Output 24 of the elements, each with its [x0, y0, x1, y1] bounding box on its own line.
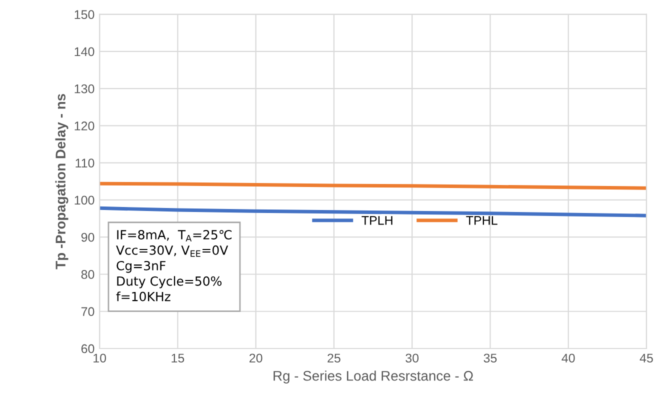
legend-label: TPLH	[362, 216, 392, 225]
text: IF=8mA, T$_{A}$=25℃ Vcc=30V, V$_{EE}$=0V Cg=3nF Duty Cycle=50% f=10KHz	[116, 230, 232, 302]
x-tick-label: 25	[328, 354, 340, 363]
y-tick-label: 150	[74, 10, 94, 19]
x-tick-label: 15	[172, 354, 184, 363]
x-tick-label: 45	[640, 354, 653, 363]
y-tick-label: 140	[74, 47, 94, 56]
y-tick-label: 70	[81, 307, 94, 316]
x-tick-label: 40	[562, 354, 575, 363]
x-axis-title: Rg - Series Load Resrstance - Ω	[274, 370, 473, 384]
x-tick-label: 10	[94, 354, 106, 363]
line-series	[100, 206, 646, 218]
y-tick-label: 130	[74, 84, 94, 94]
y-axis-title: Tp -Propagation Delay - ns	[55, 94, 68, 270]
y-tick-label: 110	[76, 158, 94, 168]
y-tick-label: 60	[81, 344, 94, 354]
x-tick-label: 35	[484, 354, 497, 363]
y-tick-label: 80	[81, 270, 94, 279]
legend-label: TPHL	[466, 216, 498, 225]
y-tick-label: 120	[74, 122, 94, 130]
x-tick-label: 20	[250, 354, 262, 363]
y-tick-label: 100	[74, 196, 94, 205]
x-tick-label: 30	[406, 354, 419, 363]
y-tick-label: 90	[81, 232, 94, 242]
